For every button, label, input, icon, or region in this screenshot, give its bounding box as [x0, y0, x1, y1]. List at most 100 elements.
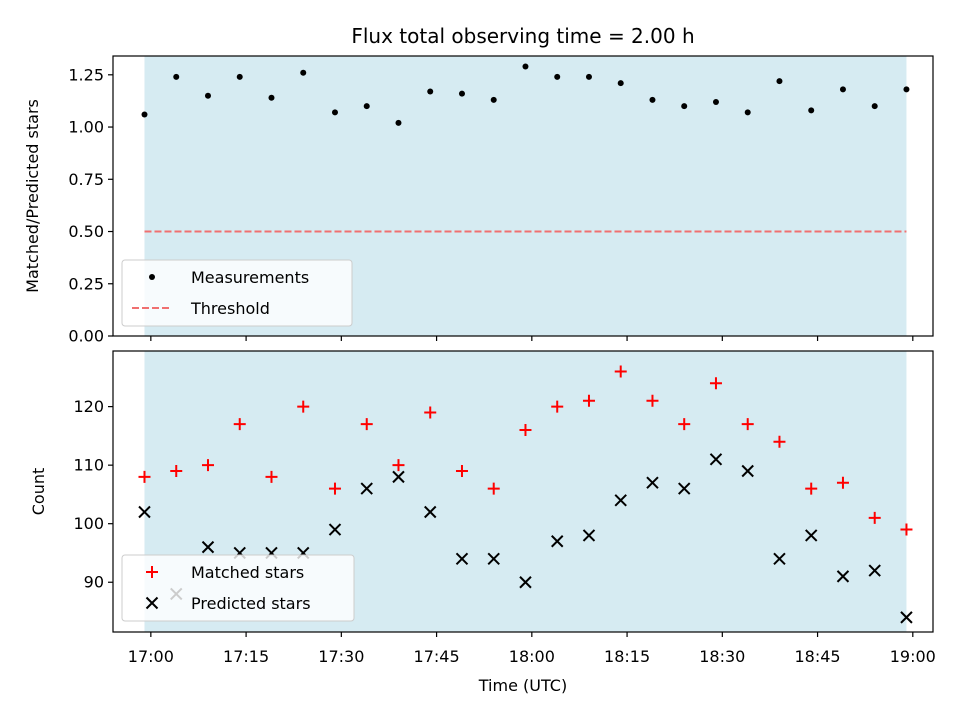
matched-star-point	[709, 377, 722, 390]
predicted-star-point	[678, 482, 691, 495]
y-tick-label: 120	[73, 397, 104, 416]
measurement-point	[839, 86, 846, 93]
measurement-point	[458, 90, 465, 97]
x-tick-label: 18:30	[699, 647, 745, 666]
chart-title: Flux total observing time = 2.00 h	[351, 24, 694, 48]
measurement-point	[427, 88, 434, 95]
legend-entry-label: Predicted stars	[191, 594, 311, 613]
matched-star-point	[551, 400, 564, 413]
x-tick-label: 17:00	[128, 647, 174, 666]
y-tick-label: 1.00	[68, 118, 104, 137]
measurement-point	[173, 73, 180, 80]
bottom-panel: 90 100 110 120 17:00 17:15 17:30 17:45 18:00 18:1…	[29, 350, 936, 695]
matched-star-point	[328, 482, 341, 495]
measurement-point	[490, 96, 497, 103]
predicted-star-point	[868, 564, 881, 577]
measurement-point	[395, 119, 402, 126]
matched-star-point	[900, 523, 913, 536]
predicted-star-point	[646, 476, 659, 489]
legend-predicted-swatch	[145, 596, 159, 610]
legend-box	[121, 259, 353, 327]
predicted-star-point	[836, 570, 850, 583]
x-tick-label: 17:15	[223, 647, 269, 666]
matched-star-point	[805, 482, 818, 495]
matched-star-point	[773, 435, 786, 448]
measurement-point	[871, 103, 878, 110]
measurement-point	[522, 63, 529, 70]
matched-star-point	[678, 418, 691, 431]
measurement-point	[331, 109, 338, 116]
measurement-point	[300, 69, 307, 76]
matched-star-point	[455, 465, 468, 478]
matched-star-point	[836, 476, 849, 489]
measurement-point	[903, 86, 910, 93]
measurement-point	[141, 111, 148, 118]
measurement-point	[236, 73, 243, 80]
y-axis-title: Count	[29, 468, 48, 516]
legend: Matched stars Predicted stars	[121, 554, 355, 622]
matched-star-point	[868, 511, 881, 524]
matched-star-point	[741, 418, 754, 431]
legend-box	[121, 554, 355, 622]
legend: Measurements Threshold	[121, 259, 353, 327]
x-tick-label: 18:45	[795, 647, 841, 666]
predicted-star-point	[360, 482, 373, 495]
predicted-star-point	[138, 505, 151, 519]
x-tick-label: 17:30	[318, 647, 364, 666]
y-tick-label: 0.50	[68, 222, 104, 241]
predicted-star-point	[328, 523, 342, 536]
predicted-star-point	[424, 505, 437, 519]
matched-star-point	[360, 418, 373, 431]
x-tick-label: 18:15	[604, 647, 650, 666]
measurement-point	[554, 73, 561, 80]
legend-entry-label: Measurements	[191, 268, 309, 287]
matched-star-point	[582, 394, 595, 407]
measurement-point	[681, 103, 688, 110]
matched-star-point	[265, 470, 278, 483]
y-axis-title: Matched/Predicted stars	[23, 99, 42, 293]
matched-star-point	[487, 482, 500, 495]
matched-star-point	[424, 406, 437, 419]
top-panel: 0.00 0.25 0.50 0.75 1.00 1.25 Matched/Predicte…	[23, 24, 934, 346]
predicted-star-point	[551, 535, 564, 548]
plot-frame	[112, 55, 934, 337]
legend-measurement-swatch	[149, 274, 155, 280]
y-tick-label: 100	[73, 514, 104, 533]
predicted-star-point	[582, 529, 596, 542]
matched-star-point	[201, 459, 214, 472]
predicted-star-point	[455, 552, 469, 566]
matched-star-point	[519, 424, 532, 437]
y-tick-label: 0.75	[68, 170, 104, 189]
legend-entry-label: Matched stars	[191, 563, 304, 582]
matched-star-point	[646, 394, 659, 407]
measurement-point	[268, 94, 275, 101]
legend-matched-swatch	[146, 566, 158, 578]
plot-frame	[112, 350, 934, 633]
measurement-point	[617, 80, 624, 87]
x-tick-label: 18:00	[509, 647, 555, 666]
y-tick-label: 0.25	[68, 274, 104, 293]
measurement-point	[776, 78, 783, 85]
measurement-point	[744, 109, 751, 116]
matched-star-point	[392, 459, 405, 472]
y-tick-label: 110	[73, 456, 104, 475]
predicted-star-point	[614, 494, 627, 507]
predicted-star-point	[805, 529, 818, 542]
y-tick-label: 1.25	[68, 65, 104, 84]
predicted-star-point	[773, 552, 786, 566]
matched-star-point	[297, 400, 310, 413]
predicted-star-point	[900, 611, 913, 624]
y-tick-label: 0.00	[68, 327, 104, 346]
x-axis-title: Time (UTC)	[478, 676, 567, 695]
matched-star-point	[170, 465, 183, 478]
measurement-point	[363, 103, 370, 110]
measurement-point	[585, 73, 592, 80]
matched-star-point	[138, 470, 151, 483]
predicted-star-point	[519, 576, 532, 589]
predicted-star-point	[487, 552, 500, 566]
measurement-point	[808, 107, 815, 114]
measurement-point	[649, 96, 656, 103]
predicted-star-point	[201, 540, 215, 554]
y-tick-label: 90	[84, 573, 104, 592]
